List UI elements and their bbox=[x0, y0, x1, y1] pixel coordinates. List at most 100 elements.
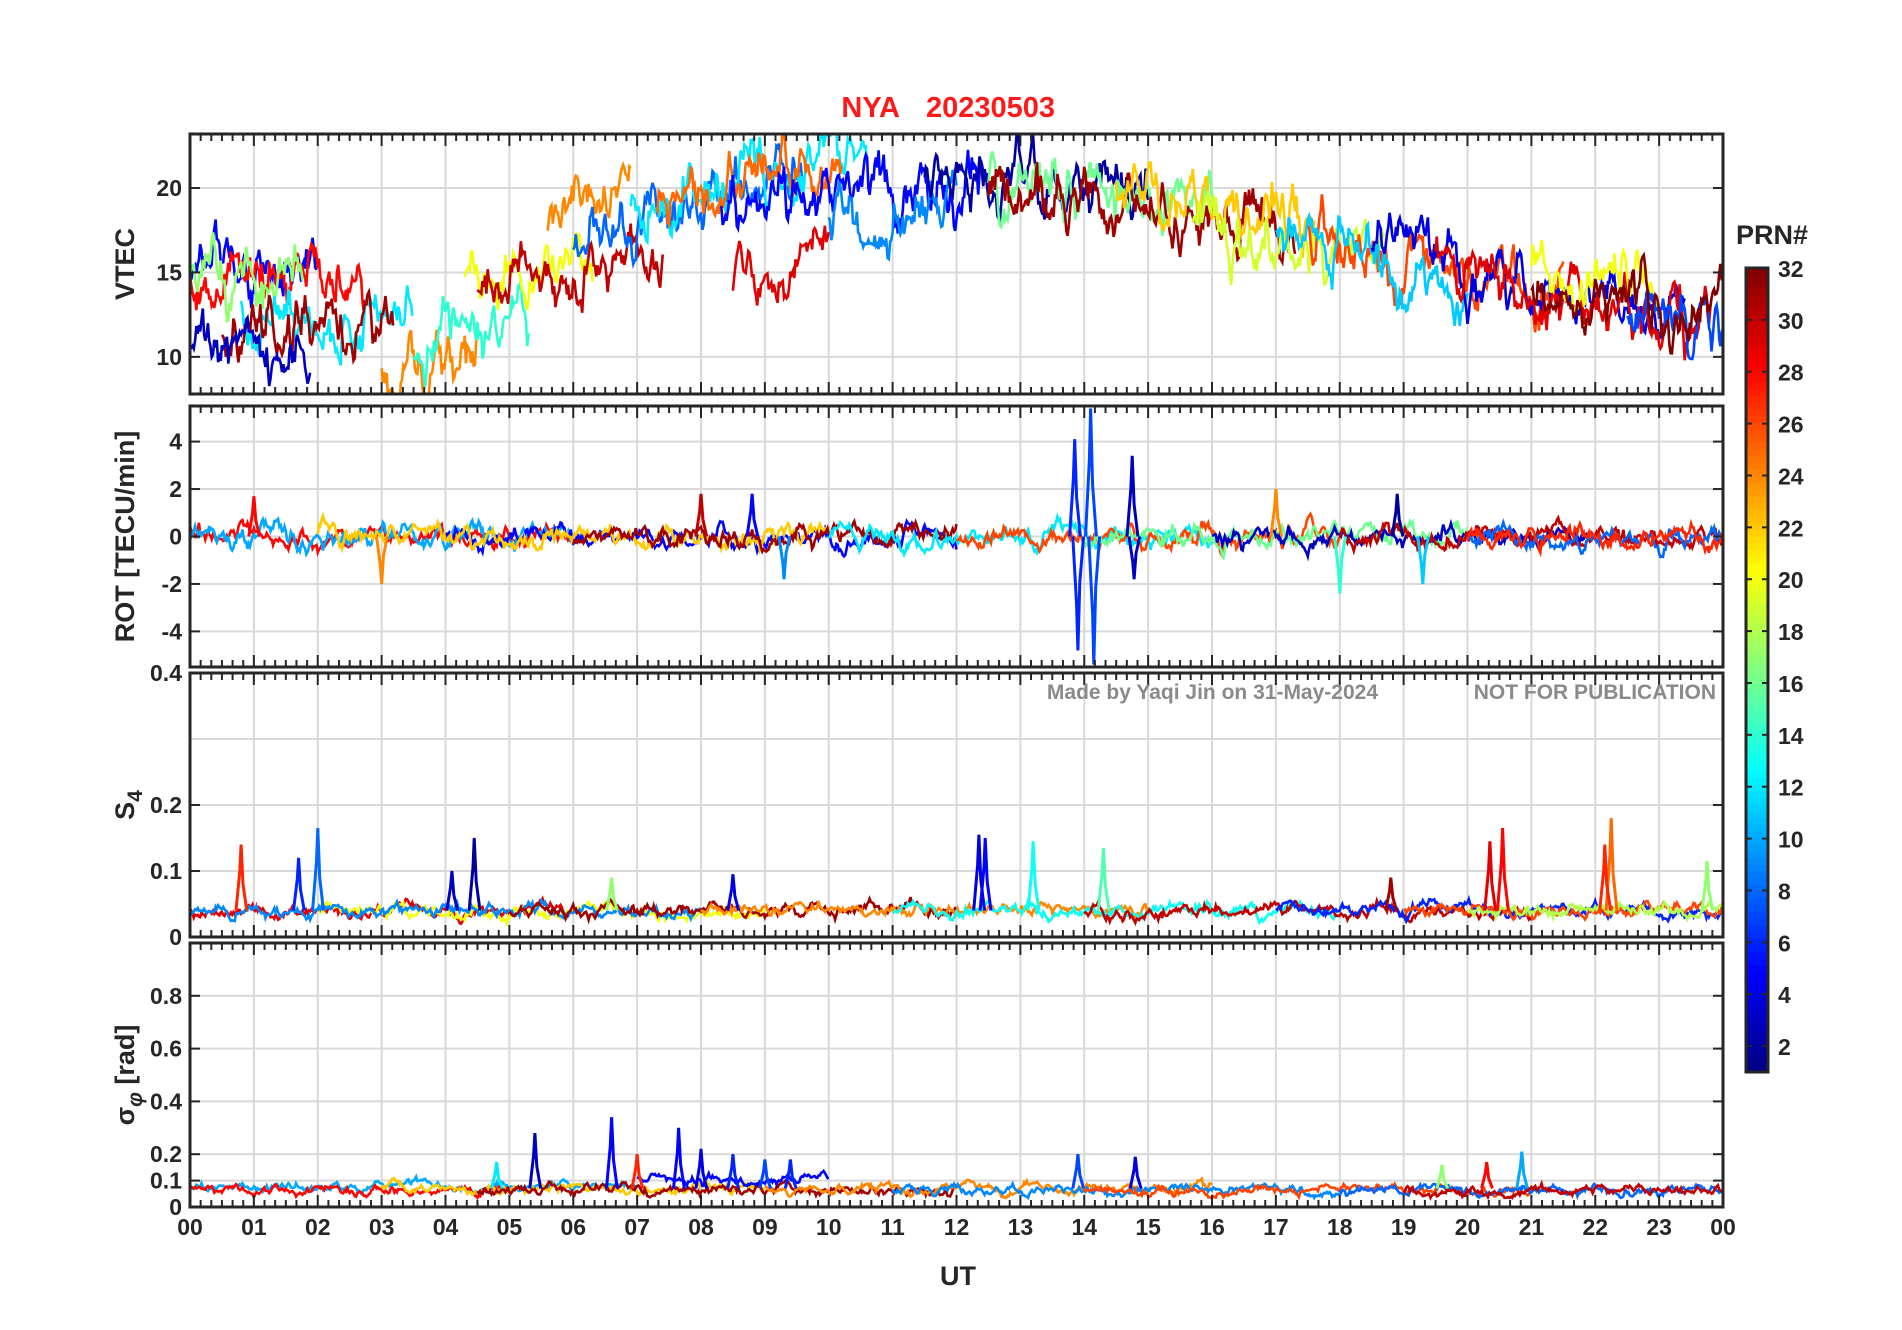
series-prn-24 bbox=[380, 329, 479, 394]
spike-prn-4 bbox=[1128, 1156, 1143, 1189]
x-tick-label: 07 bbox=[624, 1214, 650, 1240]
y-tick-label: 0.4 bbox=[150, 660, 182, 686]
series-prn-9 bbox=[190, 897, 703, 924]
series-prn-27 bbox=[1466, 518, 1723, 558]
y-tick-label: 0 bbox=[169, 1194, 182, 1220]
colorbar-segment bbox=[1746, 944, 1768, 952]
colorbar-segment bbox=[1746, 797, 1768, 805]
x-tick-label: 15 bbox=[1135, 1214, 1161, 1240]
series-prn-20 bbox=[317, 898, 766, 928]
watermark-not-for-publication: NOT FOR PUBLICATION bbox=[1474, 681, 1716, 704]
colorbar-segment bbox=[1746, 1018, 1768, 1026]
x-tick-label: 13 bbox=[1008, 1214, 1034, 1240]
y-tick-label: 0.6 bbox=[150, 1036, 182, 1062]
colorbar-segment bbox=[1746, 884, 1768, 892]
spike-prn-7 bbox=[758, 1159, 773, 1189]
colorbar-segment bbox=[1746, 335, 1768, 343]
spike-prn-31 bbox=[1384, 877, 1399, 912]
colorbar-segment bbox=[1746, 462, 1768, 470]
colorbar-segment bbox=[1746, 643, 1768, 651]
colorbar-segment bbox=[1746, 1065, 1768, 1073]
colorbar-segment bbox=[1746, 1025, 1768, 1033]
colorbar-segment bbox=[1746, 696, 1768, 705]
colorbar-segment bbox=[1746, 810, 1768, 818]
colorbar-tick-label: 32 bbox=[1778, 256, 1804, 282]
colorbar-segment bbox=[1746, 388, 1768, 396]
colorbar-segment bbox=[1746, 1058, 1768, 1066]
spike-prn-7 bbox=[1084, 408, 1098, 537]
colorbar-segment bbox=[1746, 428, 1768, 437]
y-axis-label-sigphi: σφ [rad] bbox=[110, 1025, 147, 1126]
colorbar-tick-label: 24 bbox=[1778, 463, 1804, 489]
rot-series bbox=[190, 408, 1723, 665]
y-tick-label: 10 bbox=[156, 344, 182, 370]
x-tick-label: 18 bbox=[1327, 1214, 1353, 1240]
colorbar-segment bbox=[1746, 850, 1768, 859]
series-prn-24 bbox=[546, 160, 632, 231]
colorbar-segment bbox=[1746, 381, 1768, 390]
colorbar-segment bbox=[1746, 455, 1768, 463]
colorbar-segment bbox=[1746, 938, 1768, 946]
colorbar-segment bbox=[1746, 355, 1768, 363]
series-prn-11 bbox=[1274, 211, 1469, 327]
spike-prn-29 bbox=[1483, 841, 1498, 911]
sigphi-series bbox=[190, 1117, 1723, 1201]
spike-prn-13 bbox=[1026, 841, 1041, 911]
spike-prn-5 bbox=[672, 1127, 686, 1189]
spike-prn-27 bbox=[1598, 844, 1613, 911]
x-tick-label: 17 bbox=[1263, 1214, 1289, 1240]
spike-prn-17 bbox=[1700, 861, 1715, 911]
colorbar-segment bbox=[1746, 804, 1768, 812]
colorbar-segment bbox=[1746, 408, 1768, 416]
series-prn-17 bbox=[190, 232, 305, 324]
series-prn-9 bbox=[827, 169, 958, 262]
colorbar-segment bbox=[1746, 274, 1768, 282]
colorbar-segment bbox=[1746, 984, 1768, 993]
colorbar-segment bbox=[1746, 415, 1768, 423]
x-tick-label: 23 bbox=[1646, 1214, 1672, 1240]
x-tick-label: 00 bbox=[177, 1214, 203, 1240]
colorbar-segment bbox=[1746, 871, 1768, 879]
colorbar-segment bbox=[1746, 529, 1768, 537]
x-tick-label: 12 bbox=[944, 1214, 970, 1240]
spike-prn-3 bbox=[445, 870, 460, 911]
spike-prn-3 bbox=[528, 1133, 543, 1189]
colorbar-segment bbox=[1746, 576, 1768, 584]
colorbar-tick-label: 22 bbox=[1778, 515, 1804, 541]
colorbar-segment bbox=[1746, 770, 1768, 778]
colorbar-segment bbox=[1746, 844, 1768, 852]
colorbar-segment bbox=[1746, 817, 1768, 825]
x-axis-label: UT bbox=[940, 1261, 976, 1291]
colorbar-segment bbox=[1746, 1031, 1768, 1040]
spike-prn-7 bbox=[1087, 536, 1102, 665]
colorbar-segment bbox=[1746, 1045, 1768, 1053]
spike-prn-3 bbox=[1127, 536, 1142, 580]
series-prn-5 bbox=[719, 149, 990, 235]
colorbar-segment bbox=[1746, 542, 1768, 550]
x-tick-label: 04 bbox=[433, 1214, 459, 1240]
colorbar-tick-label: 18 bbox=[1778, 619, 1804, 645]
colorbar-segment bbox=[1746, 737, 1768, 745]
colorbar-segment bbox=[1746, 656, 1768, 664]
y-tick-label: 4 bbox=[169, 429, 182, 455]
series-prn-13 bbox=[891, 897, 1341, 926]
colorbar-segment bbox=[1746, 435, 1768, 443]
colorbar-segment bbox=[1746, 917, 1768, 926]
spike-prn-15 bbox=[1096, 847, 1111, 911]
colorbar-segment bbox=[1746, 536, 1768, 544]
colorbar-segment bbox=[1746, 402, 1768, 410]
x-tick-label: 21 bbox=[1519, 1214, 1545, 1240]
series-prn-14 bbox=[412, 278, 530, 388]
colorbar-frame bbox=[1744, 266, 1770, 1074]
y-tick-label: 2 bbox=[169, 476, 182, 502]
colorbar-tick-label: 30 bbox=[1778, 308, 1804, 334]
colorbar-segment bbox=[1746, 375, 1768, 383]
colorbar-segment bbox=[1746, 683, 1768, 691]
colorbar-segment bbox=[1746, 294, 1768, 303]
series-prn-31 bbox=[572, 517, 958, 555]
colorbar-segment bbox=[1746, 857, 1768, 865]
y-tick-label: 0 bbox=[169, 924, 182, 950]
spike-prn-6 bbox=[1068, 439, 1082, 537]
series-prn-22 bbox=[316, 511, 830, 555]
